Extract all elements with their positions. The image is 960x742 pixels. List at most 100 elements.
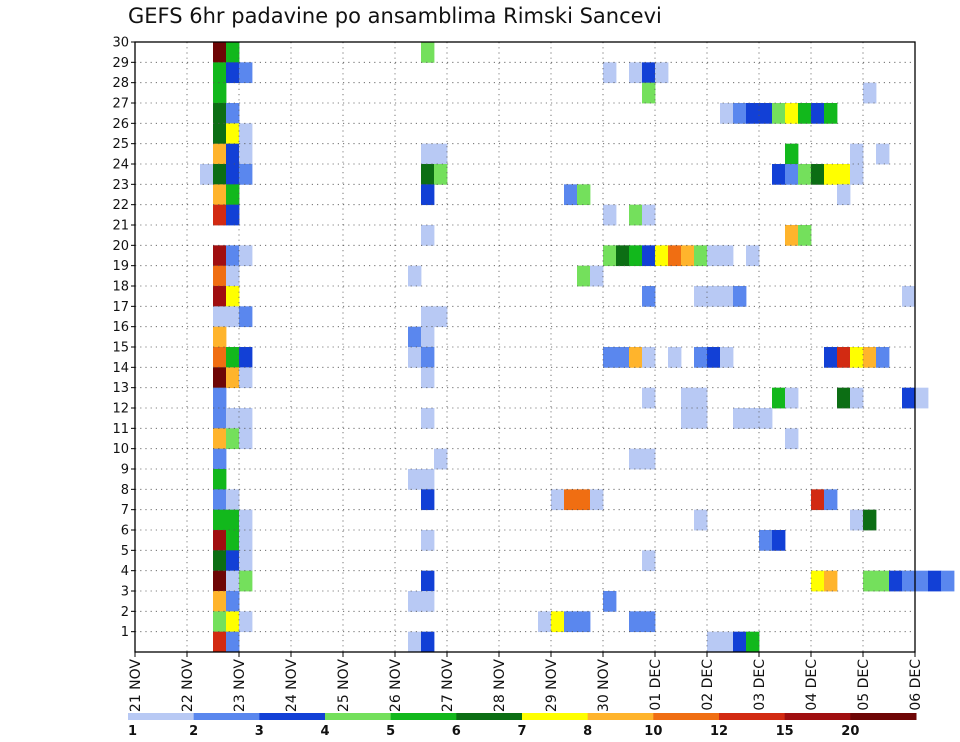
heatmap-cell <box>213 367 227 389</box>
heatmap-cell <box>421 489 435 511</box>
x-tick-label: 02 DEC <box>700 659 716 711</box>
heatmap-cell <box>746 245 760 267</box>
y-tick-label: 9 <box>121 463 129 478</box>
heatmap-cell <box>239 408 253 429</box>
colorbar-label: 3 <box>255 724 264 739</box>
heatmap-cell <box>902 570 916 592</box>
chart-title: GEFS 6hr padavine po ansamblima Rimski S… <box>128 4 662 28</box>
heatmap-cell <box>239 428 253 450</box>
heatmap-cell <box>577 265 591 287</box>
y-tick-label: 24 <box>112 158 129 173</box>
heatmap-cell <box>876 143 890 165</box>
heatmap-cell <box>226 550 240 572</box>
heatmap-cell <box>421 631 435 653</box>
heatmap-cell <box>941 570 955 592</box>
heatmap-cell <box>694 245 708 267</box>
heatmap-cell <box>720 103 734 124</box>
y-tick-label: 14 <box>112 361 129 376</box>
heatmap-cell <box>226 42 240 63</box>
heatmap-cell <box>642 62 656 84</box>
heatmap-cell <box>798 225 812 246</box>
x-tick-label: 26 NOV <box>388 659 404 713</box>
heatmap-cell <box>876 347 890 368</box>
x-tick-label: 03 DEC <box>752 659 768 711</box>
heatmap-cell <box>408 591 422 612</box>
heatmap-cell <box>785 164 799 185</box>
heatmap-cell <box>239 347 253 368</box>
heatmap-cell <box>213 631 227 653</box>
heatmap-cell <box>213 611 227 633</box>
y-tick-label: 2 <box>121 605 129 620</box>
heatmap-cell <box>798 103 812 124</box>
colorbar-label: 6 <box>452 724 461 739</box>
x-axis-ticks: 21 NOV 22 NOV 23 NOV 24 NOV 25 NOV 26 NOV 27 N… <box>128 652 924 712</box>
colorbar-swatch <box>128 713 195 720</box>
heatmap-cell <box>421 347 435 368</box>
heatmap-cell <box>785 103 799 124</box>
heatmap-cell <box>694 387 708 409</box>
heatmap-cell <box>213 265 227 287</box>
colorbar-swatch <box>719 713 786 720</box>
heatmap-cell <box>421 367 435 389</box>
heatmap-cell <box>876 570 890 592</box>
colorbar-label: 8 <box>583 724 592 739</box>
heatmap-cell <box>239 611 253 633</box>
x-tick-label: 01 DEC <box>648 659 664 711</box>
heatmap-cell <box>824 103 838 124</box>
heatmap-cell <box>590 265 604 287</box>
heatmap-cell <box>655 245 669 267</box>
heatmap-cell <box>226 591 240 612</box>
y-tick-label: 18 <box>112 280 129 295</box>
heatmap-cell <box>811 103 825 124</box>
heatmap-cell <box>798 164 812 185</box>
heatmap-cell <box>538 611 552 633</box>
heatmap-cell <box>824 347 838 368</box>
heatmap-cell <box>824 570 838 592</box>
x-tick-label: 06 DEC <box>908 659 924 711</box>
heatmap-cell <box>421 306 435 328</box>
heatmap-cell <box>655 62 669 84</box>
heatmap-cell <box>213 204 227 226</box>
heatmap-cell <box>733 631 747 653</box>
colorbar-swatch <box>390 713 457 720</box>
heatmap-cell <box>707 631 721 653</box>
heatmap-cell <box>239 143 253 165</box>
heatmap-cell <box>239 550 253 572</box>
heatmap-cell <box>707 347 721 368</box>
colorbar-swatch <box>587 713 654 720</box>
heatmap-cell <box>213 82 227 104</box>
y-tick-label: 13 <box>112 381 129 396</box>
heatmap-cell <box>408 631 422 653</box>
heatmap-cell <box>850 509 864 531</box>
heatmap-cell <box>694 286 708 307</box>
heatmap-cell <box>863 509 877 531</box>
heatmap-cell <box>863 347 877 368</box>
heatmap-cell <box>746 103 760 124</box>
heatmap-cell <box>434 306 448 328</box>
heatmap-cell <box>681 387 695 409</box>
grid-lines <box>135 42 915 652</box>
x-tick-label: 23 NOV <box>232 659 248 713</box>
y-tick-label: 16 <box>112 320 129 335</box>
heatmap-cell <box>213 306 227 328</box>
heatmap-cell <box>694 509 708 531</box>
heatmap-cell <box>824 164 838 185</box>
heatmap-cell <box>213 570 227 592</box>
heatmap-cell <box>226 62 240 84</box>
heatmap-cell <box>213 62 227 84</box>
x-tick-label: 30 NOV <box>596 659 612 713</box>
heatmap-cell <box>213 591 227 612</box>
heatmap-cell <box>837 184 851 206</box>
y-tick-label: 8 <box>121 483 129 498</box>
heatmap-cell <box>824 489 838 511</box>
y-tick-label: 15 <box>112 341 129 356</box>
y-tick-label: 22 <box>112 198 129 213</box>
heatmap-cell <box>707 245 721 267</box>
heatmap-cell <box>772 164 786 185</box>
colorbar-label: 4 <box>320 724 329 739</box>
heatmap-cell <box>408 347 422 368</box>
heatmap-cell <box>564 611 578 633</box>
y-tick-label: 4 <box>121 564 129 579</box>
heatmap-cell <box>213 387 227 409</box>
colorbar-label: 15 <box>776 724 794 739</box>
